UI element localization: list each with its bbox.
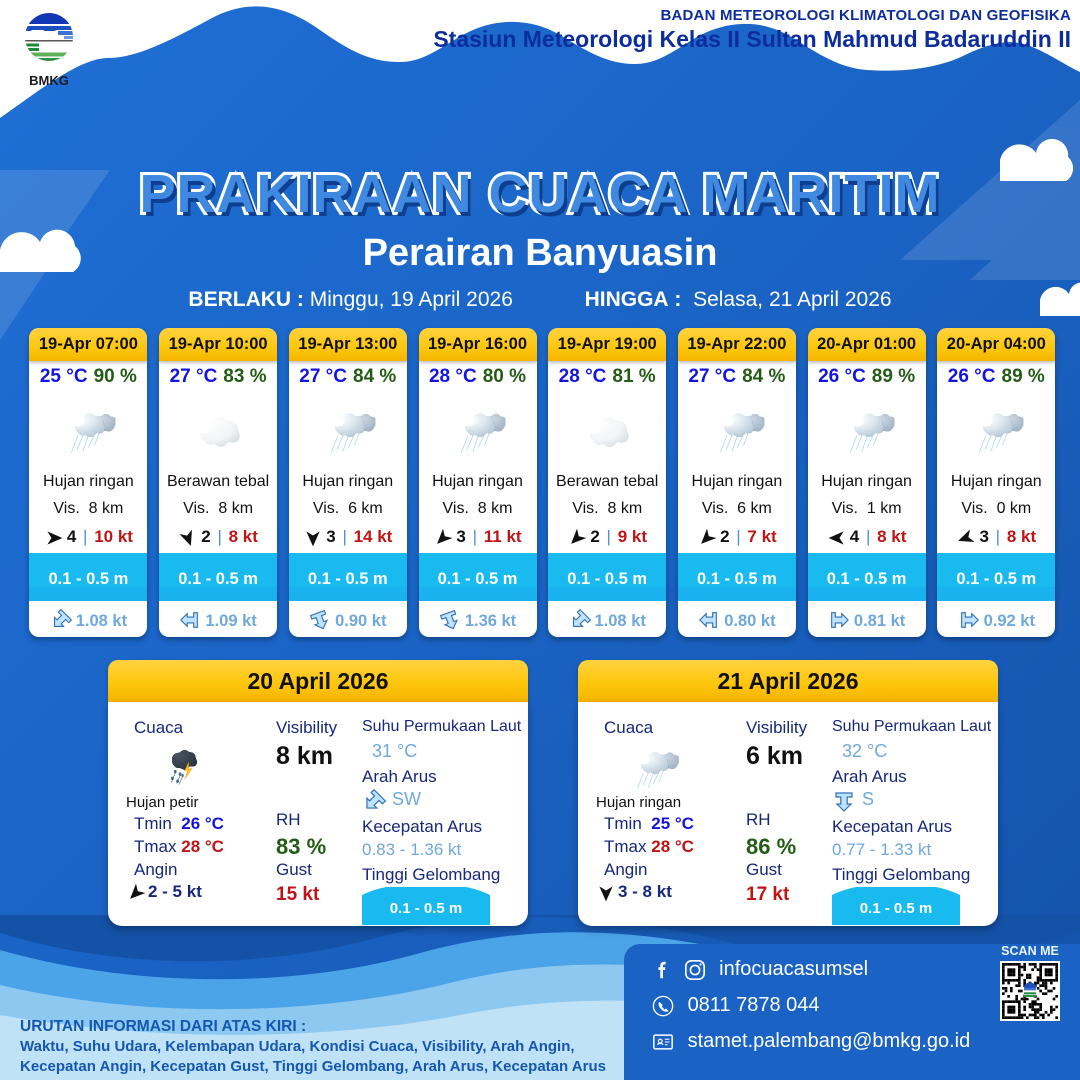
svg-text:BMKG: BMKG xyxy=(29,73,69,88)
